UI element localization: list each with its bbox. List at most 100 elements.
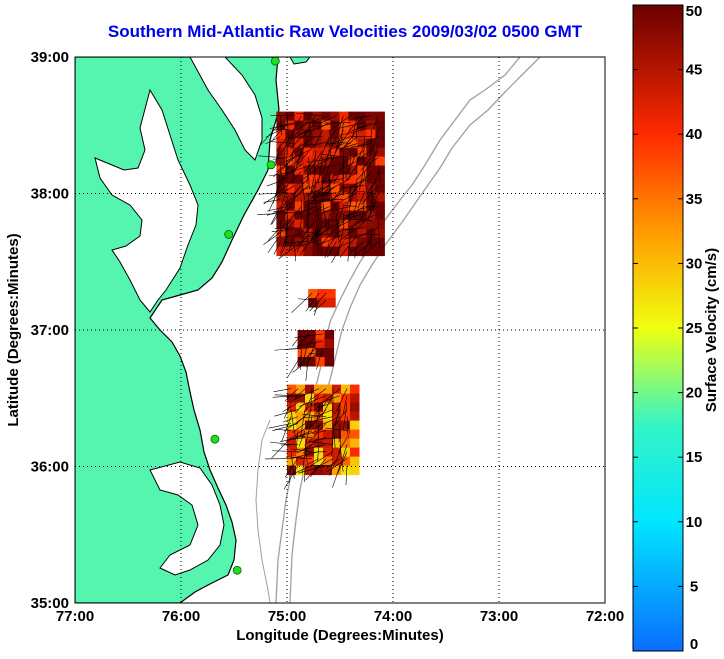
velocity-cell <box>312 156 322 167</box>
velocity-cell <box>285 111 295 122</box>
velocity-cell <box>276 147 286 158</box>
velocity-cell <box>312 165 322 176</box>
station-marker <box>266 160 276 170</box>
velocity-arrow <box>351 171 372 194</box>
velocity-arrow <box>356 164 372 180</box>
velocity-arrow <box>327 143 344 151</box>
velocity-cell <box>276 129 286 140</box>
velocity-cell <box>341 447 351 458</box>
colorbar-tick-label: 10 <box>686 514 703 531</box>
velocity-arrow <box>303 444 327 450</box>
velocity-arrow <box>295 122 309 131</box>
velocity-arrow <box>345 164 351 179</box>
velocity-arrow <box>328 150 337 168</box>
velocity-cell <box>341 411 351 422</box>
velocity-arrow <box>280 185 288 209</box>
velocity-arrow <box>328 451 341 476</box>
velocity-cell <box>366 183 376 194</box>
velocity-cell <box>294 174 304 185</box>
velocity-arrow <box>344 178 372 189</box>
velocity-arrow <box>300 185 316 191</box>
velocity-cell <box>332 402 342 413</box>
velocity-cell <box>348 192 358 203</box>
velocity-arrow <box>282 402 299 413</box>
velocity-cell <box>357 228 367 239</box>
velocity-cell <box>348 183 358 194</box>
velocity-arrow <box>281 164 302 180</box>
velocity-cell <box>276 156 286 167</box>
velocity-arrow <box>280 115 282 136</box>
velocity-arrow <box>317 157 323 185</box>
velocity-arrow <box>304 157 316 172</box>
velocity-cell <box>375 192 385 203</box>
velocity-cell <box>285 246 295 257</box>
velocity-cell <box>375 129 385 140</box>
velocity-arrow <box>317 402 334 409</box>
velocity-arrow <box>310 220 330 240</box>
velocity-cell <box>375 237 385 248</box>
velocity-arrow <box>324 178 351 193</box>
velocity-arrow <box>349 150 351 175</box>
velocity-arrow <box>295 430 320 438</box>
velocity-cell <box>276 183 286 194</box>
velocity-cell <box>332 393 342 404</box>
velocity-cell <box>339 192 349 203</box>
velocity-cell <box>348 228 358 239</box>
x-axis-label: Longitude (Degrees:Minutes) <box>236 627 444 644</box>
velocity-cell <box>330 237 340 248</box>
velocity-cell <box>350 384 360 395</box>
velocity-cell <box>294 156 304 167</box>
velocity-arrow <box>288 143 302 158</box>
velocity-cell <box>341 429 351 440</box>
velocity-cell <box>294 201 304 212</box>
velocity-arrow <box>274 227 295 229</box>
velocity-cell <box>287 456 297 467</box>
velocity-cell <box>357 174 367 185</box>
velocity-arrow <box>269 122 295 129</box>
velocity-arrow <box>340 444 348 465</box>
velocity-arrow <box>292 423 306 433</box>
velocity-arrow <box>298 298 313 301</box>
velocity-arrow <box>260 122 281 146</box>
plot-frame <box>74 56 606 604</box>
velocity-arrow <box>336 141 351 144</box>
velocity-arrow <box>353 143 365 171</box>
velocity-arrow <box>326 458 348 473</box>
velocity-cell <box>303 129 313 140</box>
velocity-arrow <box>347 185 358 204</box>
velocity-arrow <box>303 395 320 413</box>
velocity-arrow <box>337 241 351 249</box>
velocity-cell <box>323 420 333 431</box>
velocity-cell <box>323 411 333 422</box>
velocity-cell <box>314 456 324 467</box>
velocity-cell <box>294 192 304 203</box>
velocity-arrow <box>370 129 372 157</box>
velocity-cell <box>317 298 327 308</box>
velocity-cell <box>357 246 367 257</box>
velocity-cell <box>350 420 360 431</box>
velocity-cell <box>276 192 286 203</box>
velocity-cell <box>285 147 295 158</box>
velocity-arrow <box>306 340 316 368</box>
velocity-cell <box>285 165 295 176</box>
velocity-cell <box>375 165 385 176</box>
velocity-arrow <box>364 157 379 167</box>
velocity-cell <box>350 393 360 404</box>
velocity-cell <box>305 456 315 467</box>
velocity-arrow <box>309 292 327 312</box>
velocity-arrow <box>362 199 365 219</box>
velocity-arrow <box>274 409 299 417</box>
velocity-arrow <box>317 234 344 246</box>
velocity-arrow <box>297 206 316 214</box>
velocity-arrow <box>334 227 351 234</box>
velocity-cell <box>350 447 360 458</box>
velocity-arrow <box>316 122 330 130</box>
velocity-cell <box>357 120 367 131</box>
velocity-cell <box>321 138 331 149</box>
velocity-arrow <box>290 448 313 452</box>
velocity-cell <box>321 147 331 158</box>
velocity-arrow <box>349 115 365 131</box>
velocity-cell <box>332 429 342 440</box>
velocity-arrow <box>307 227 330 244</box>
